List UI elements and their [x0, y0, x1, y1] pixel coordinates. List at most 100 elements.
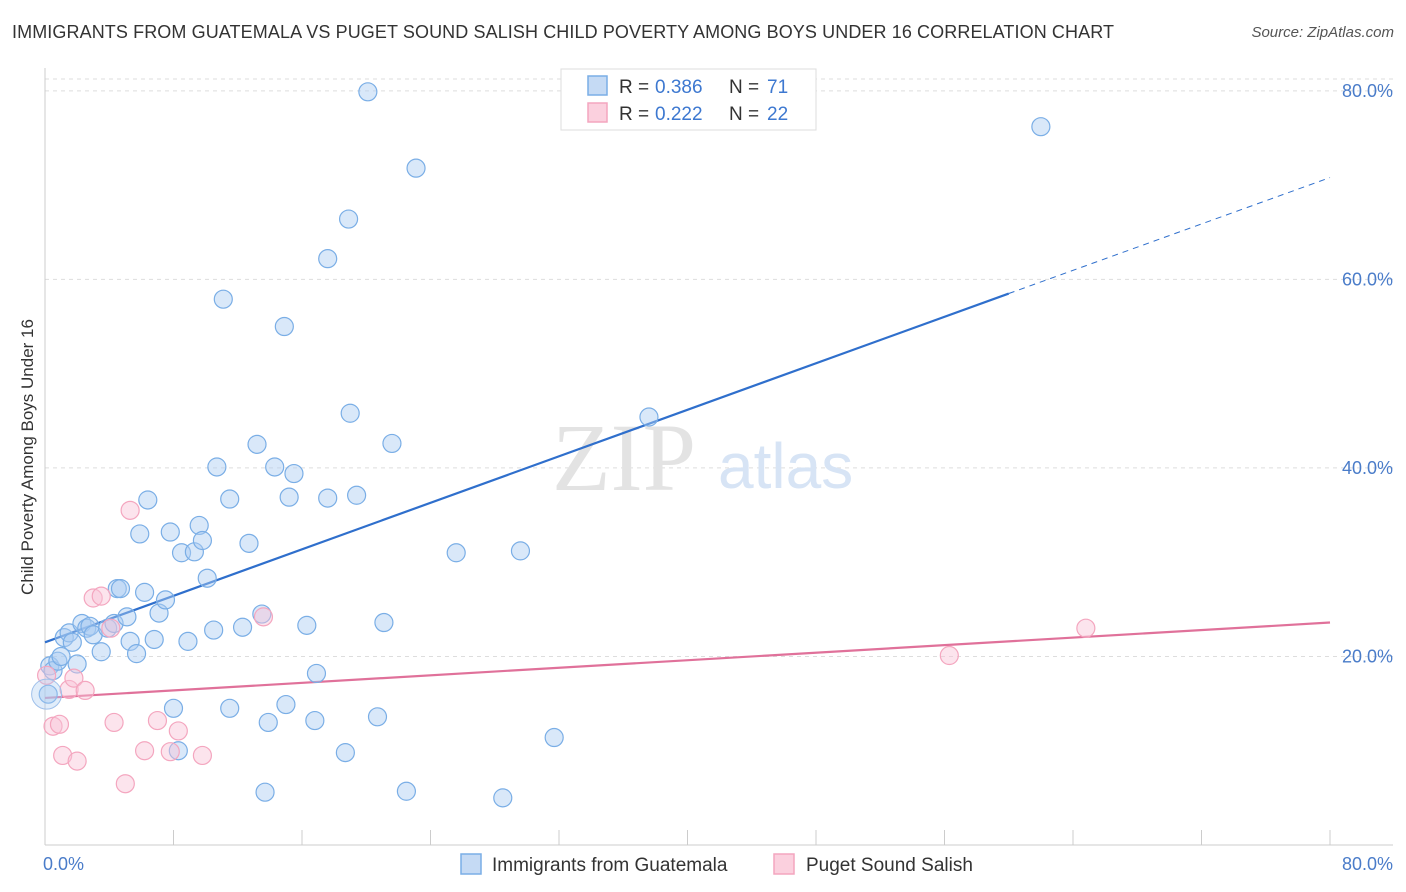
guatemala-point-72	[1031, 117, 1051, 137]
salish-point-4	[64, 668, 84, 688]
guatemala-point-56	[318, 488, 338, 508]
guatemala-point-8	[67, 654, 87, 674]
guatemala-point-55	[318, 249, 338, 269]
salish-point-14	[147, 710, 168, 731]
chart-title: IMMIGRANTS FROM GUATEMALA VS PUGET SOUND…	[12, 22, 1115, 42]
salish-point-19	[939, 645, 959, 666]
guatemala-point-29	[168, 741, 188, 761]
guatemala-point-63	[374, 612, 394, 633]
salish-point-8	[91, 586, 111, 606]
guatemala-point-51	[284, 463, 304, 484]
guatemala-point-65	[396, 781, 417, 801]
guatemala-point-13	[91, 642, 111, 662]
guatemala-point-17	[110, 578, 131, 599]
guatemala-point-64	[382, 433, 402, 454]
x-tick-label-max: 80.0%	[1342, 854, 1393, 874]
guatemala-point-large	[31, 678, 63, 710]
legend-r-label-2: R =	[619, 104, 649, 125]
guatemala-point-38	[213, 289, 233, 309]
legend-r-value-2: 0.222	[655, 104, 703, 125]
salish-point-2	[53, 745, 73, 766]
guatemala-point-26	[155, 590, 176, 610]
guatemala-point-36	[204, 620, 224, 640]
bottom-legend-salish: Puget Sound Salish	[806, 855, 973, 876]
guatemala-point-50	[279, 487, 299, 507]
guatemala-point-31	[178, 631, 198, 651]
guatemala-point-7	[62, 632, 82, 652]
guatemala-point-28	[163, 698, 184, 718]
salish-point-3	[59, 679, 79, 700]
guatemala-point-35	[197, 568, 217, 588]
salish-point-17	[192, 745, 213, 766]
data-points	[31, 82, 1096, 808]
guatemala-point-59	[340, 403, 360, 423]
salish-point-16	[168, 721, 188, 741]
guatemala-point-33	[189, 515, 209, 536]
guatemala-trend-extension	[1008, 177, 1331, 295]
x-tick-labels: 0.0% 80.0%	[43, 854, 1393, 874]
salish-point-15	[160, 742, 180, 762]
guatemala-point-18	[117, 607, 137, 627]
y-tick-label-20: 20.0%	[1342, 646, 1393, 666]
guatemala-point-23	[138, 490, 158, 510]
guatemala-point-52	[297, 615, 317, 635]
guatemala-point-39	[220, 489, 240, 509]
guatemala-point-21	[130, 524, 150, 544]
bottom-legend-guatemala: Immigrants from Guatemala	[492, 855, 728, 876]
legend-n-value-1: 71	[767, 77, 788, 98]
guatemala-point-4	[51, 646, 71, 667]
guatemala-point-70	[544, 727, 564, 748]
guatemala-point-71	[639, 407, 659, 427]
guatemala-point-48	[274, 316, 294, 337]
guatemala-point-49	[276, 694, 296, 715]
legend-n-label-2: N =	[729, 104, 759, 125]
guatemala-point-32	[184, 542, 204, 562]
salish-point-11	[115, 774, 135, 794]
guatemala-point-57	[335, 743, 355, 763]
guatemala-point-0	[38, 684, 58, 704]
guatemala-point-45	[255, 782, 275, 802]
guatemala-point-24	[144, 629, 164, 650]
y-tick-label-60: 60.0%	[1342, 269, 1393, 289]
guatemala-point-37	[207, 457, 227, 477]
guatemala-point-53	[305, 710, 325, 731]
guatemala-point-19	[120, 631, 140, 651]
guatemala-point-60	[347, 485, 367, 505]
salish-point-12	[120, 500, 140, 520]
y-axis-title: Child Poverty Among Boys Under 16	[18, 319, 37, 595]
legend-swatch-guatemala	[587, 75, 608, 96]
guatemala-trend-line	[44, 292, 1010, 644]
guatemala-point-68	[493, 788, 513, 808]
legend-r-value-1: 0.386	[655, 77, 703, 98]
salish-point-9	[101, 618, 121, 638]
bottom-legend: Immigrants from Guatemala Puget Sound Sa…	[460, 853, 973, 876]
watermark-atlas: atlas	[718, 430, 853, 502]
bottom-legend-swatch-guatemala	[460, 853, 482, 875]
trend-lines	[44, 177, 1331, 700]
salish-point-20	[1076, 618, 1096, 638]
axes	[44, 68, 1393, 846]
salish-point-10	[104, 712, 124, 733]
watermark: ZIP atlas	[552, 404, 853, 511]
guatemala-point-34	[192, 530, 213, 551]
guatemala-point-54	[306, 663, 327, 684]
legend-r-label-1: R =	[619, 77, 649, 98]
legend-n-value-2: 22	[767, 104, 788, 125]
watermark-zip: ZIP	[552, 404, 696, 511]
guatemala-point-66	[406, 158, 426, 178]
guatemala-point-40	[220, 698, 240, 718]
guatemala-point-58	[338, 209, 359, 229]
salish-point-13	[134, 741, 155, 761]
x-tick-label-min: 0.0%	[43, 854, 84, 874]
guatemala-point-46	[258, 712, 278, 733]
salish-point-1	[49, 714, 70, 734]
guatemala-point-61	[358, 82, 378, 102]
legend-swatch-salish	[587, 102, 608, 123]
guatemala-point-22	[134, 582, 155, 602]
bottom-legend-swatch-salish	[773, 853, 795, 875]
salish-point-5	[67, 751, 87, 771]
legend-n-label-1: N =	[729, 77, 759, 98]
salish-trend-line	[44, 621, 1331, 700]
guatemala-point-47	[265, 457, 285, 477]
